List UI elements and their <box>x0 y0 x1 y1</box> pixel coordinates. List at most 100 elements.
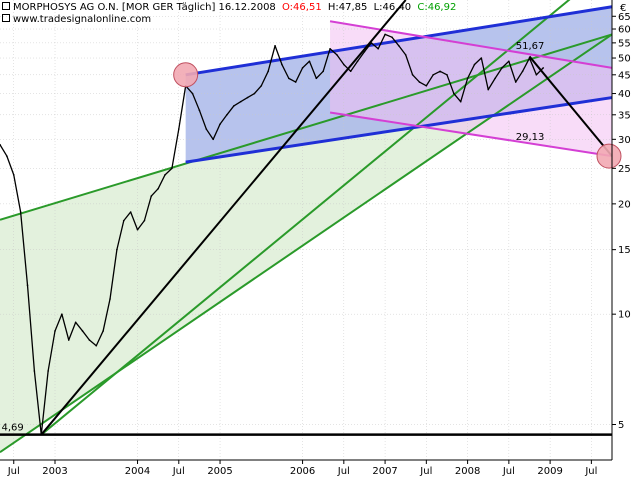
price-point-2007-12 <box>459 100 462 103</box>
blue-channel-upper <box>185 5 613 77</box>
price-point-2006-01 <box>301 67 304 69</box>
chart-header: MORPHOSYS AG O.N. [MOR GER Täglich] 16.1… <box>2 2 459 13</box>
x-tick-label-4: 2005 <box>207 466 232 477</box>
x-tick-label-3: Jul <box>172 466 185 477</box>
trendline-down <box>528 55 613 157</box>
price-line <box>0 33 544 436</box>
price-point-2008-09 <box>521 70 524 73</box>
price-point-2005-06 <box>253 92 256 95</box>
price-point-2005-09 <box>274 44 276 47</box>
price-point-2005-07 <box>260 84 263 87</box>
x-tick-label-6: Jul <box>337 466 350 477</box>
price-point-2004-10 <box>198 109 201 112</box>
price-point-2006-10 <box>363 50 366 53</box>
circle-markers <box>173 62 622 169</box>
price-point-2007-09 <box>439 70 441 73</box>
price-point-2008-04 <box>487 88 490 91</box>
x-axis: Jul 2003 2004 Jul 2005 2006 Jul 2007 Jul 2008 Jul 2… <box>0 459 612 477</box>
price-point-2007-11 <box>453 92 455 95</box>
price-point-2004-05 <box>164 174 166 176</box>
price-point-2007-07 <box>425 84 428 87</box>
price-point-2002-09 <box>26 284 29 286</box>
price-point-2005-12 <box>294 81 297 83</box>
annotations: 4,69 51,67 29,13 <box>1 41 544 434</box>
price-point-2008-11 <box>535 74 538 76</box>
x-tick-label-11: 2009 <box>537 466 562 477</box>
trendline-up <box>40 0 407 436</box>
price-point-2002-08 <box>19 211 22 213</box>
price-point-2006-09 <box>356 60 359 63</box>
price-point-2007-05 <box>411 74 414 76</box>
price-point-2008-08 <box>514 81 517 83</box>
price-point-2003-04 <box>74 321 77 324</box>
y-tick-label-25: 25 <box>618 164 631 175</box>
price-point-2007-04 <box>404 54 407 56</box>
y-tick-label-10: 10 <box>618 310 631 321</box>
price-point-2004-03 <box>150 195 153 197</box>
price-point-2008-10 <box>528 57 531 59</box>
y-tick-label-50: 50 <box>618 54 631 65</box>
price-point-2007-01 <box>384 33 386 36</box>
price-point-2004-06 <box>171 167 173 170</box>
price-point-2005-08 <box>267 70 269 73</box>
price-point-2007-03 <box>398 44 400 47</box>
price-point-2003-08 <box>102 330 104 332</box>
blue-channel-lower <box>185 96 613 164</box>
x-tick-label-7: 2007 <box>372 466 397 477</box>
y-tick-label-60: 60 <box>618 25 631 36</box>
magenta-channel-fill <box>330 21 612 157</box>
annotation-1: 51,67 <box>516 41 545 52</box>
magenta-channel-lower <box>329 111 613 158</box>
x-tick-label-8: Jul <box>419 466 432 477</box>
x-tick-label-0: Jul <box>7 466 20 477</box>
price-point-2002-07 <box>12 174 15 176</box>
source-text: www.tradesignalonline.com <box>13 14 152 25</box>
marker-circle-lower <box>596 143 622 169</box>
y-tick-label-35: 35 <box>618 110 631 121</box>
y-tick-label-5: 5 <box>618 420 624 431</box>
price-point-2004-07 <box>177 128 180 130</box>
price-point-2008-07 <box>508 60 510 63</box>
x-tick-label-2: 2004 <box>125 466 150 477</box>
price-point-2005-05 <box>246 96 249 99</box>
price-point-2003-05 <box>81 330 84 332</box>
high-value: H:47,85 <box>327 2 368 13</box>
price-point-2003-06 <box>88 339 91 341</box>
price-point-2003-01 <box>54 330 56 332</box>
price-point-2006-05 <box>329 47 331 50</box>
price-point-2002-10 <box>33 370 36 372</box>
x-tick-label-12: Jul <box>584 466 597 477</box>
price-point-2004-01 <box>136 228 139 231</box>
x-tick-label-9: 2008 <box>455 466 480 477</box>
price-point-2007-02 <box>391 36 393 38</box>
price-point-2006-04 <box>322 70 324 73</box>
price-point-2008-12 <box>542 67 545 69</box>
open-value: O:46,51 <box>281 2 322 13</box>
price-point-2002-11 <box>40 433 43 436</box>
price-point-2002-12 <box>47 370 49 372</box>
price-point-2008-01 <box>466 77 469 80</box>
price-point-2005-10 <box>281 63 283 66</box>
grid-lines <box>0 0 612 460</box>
low-value: L:46,40 <box>373 2 412 13</box>
price-point-2006-03 <box>315 77 318 80</box>
price-point-2006-12 <box>377 47 380 50</box>
price-point-2005-11 <box>288 77 290 80</box>
price-point-2003-03 <box>67 339 70 341</box>
x-tick-label-5: 2006 <box>290 466 315 477</box>
price-point-2003-10 <box>116 248 118 251</box>
close-value: C:46,92 <box>417 2 457 13</box>
price-point-2006-11 <box>370 42 373 44</box>
y-tick-label-45: 45 <box>618 70 631 81</box>
price-point-2002-06 <box>6 155 8 157</box>
source-url: www.tradesignalonline.com <box>2 14 151 25</box>
currency-label: € <box>620 3 627 14</box>
annotation-0: 4,69 <box>1 423 23 434</box>
price-point-2006-08 <box>349 70 352 73</box>
price-point-2006-02 <box>308 60 311 63</box>
price-point-2004-12 <box>212 138 214 141</box>
price-point-2008-03 <box>480 57 483 59</box>
price-point-2006-06 <box>336 54 338 56</box>
price-point-2005-04 <box>239 100 242 103</box>
y-axis: 65 60 55 50 45 40 35 30 25 20 15 10 5 <box>611 0 631 460</box>
